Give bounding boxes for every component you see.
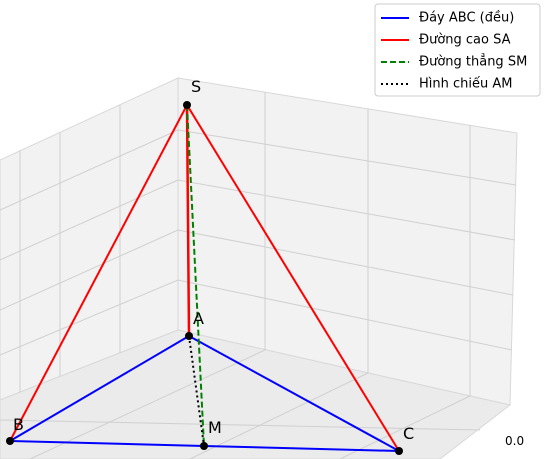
legend-label: Đáy ABC (đều) xyxy=(419,11,514,26)
floor-pane xyxy=(0,329,512,459)
line-sm xyxy=(186,104,205,447)
legend-label: Đường thẳng SM xyxy=(419,54,527,70)
legend-items: Đáy ABC (đều) Đường cao SA Đường thẳng SM H… xyxy=(381,11,527,92)
point-label: A xyxy=(193,309,204,328)
point-label: B xyxy=(13,415,24,434)
point-label: M xyxy=(208,418,222,437)
vertices xyxy=(6,101,403,455)
point-label: C xyxy=(403,424,414,443)
pane-grid xyxy=(0,92,517,459)
height-sa xyxy=(185,104,191,337)
edge-sc xyxy=(186,104,400,452)
point-label: S xyxy=(191,77,201,96)
axis-tick-label: 0.0 xyxy=(505,434,524,448)
legend-label: Đường cao SA xyxy=(419,33,511,48)
projection-am xyxy=(188,335,205,447)
legend xyxy=(374,3,541,97)
legend-label: Hình chiếu AM xyxy=(419,77,512,92)
edge-sb xyxy=(9,104,188,442)
